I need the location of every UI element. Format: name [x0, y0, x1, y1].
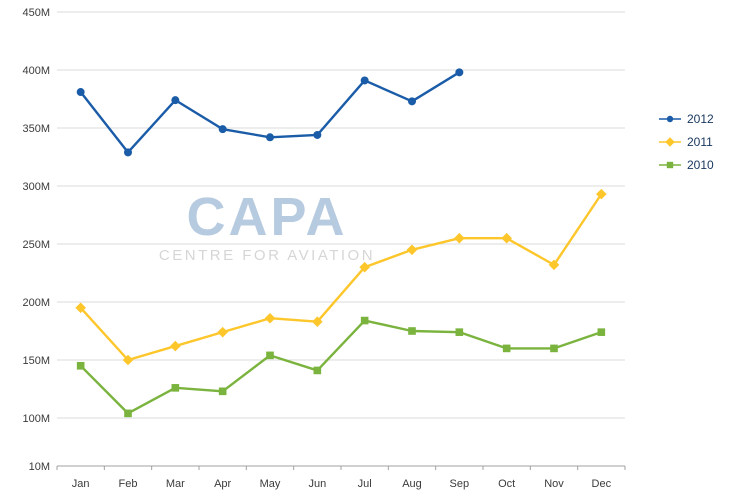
- marker-square: [597, 328, 606, 336]
- legend: 2012 2011 2010: [658, 112, 714, 172]
- watermark-subtitle: CENTRE FOR AVIATION: [158, 247, 376, 264]
- x-axis-label: Oct: [498, 478, 515, 490]
- marker-diamond: [122, 354, 134, 366]
- marker-square: [266, 351, 274, 360]
- legend-marker: [659, 161, 681, 169]
- marker-circle: [455, 68, 464, 77]
- marker-circle: [408, 97, 416, 106]
- marker-circle: [124, 148, 132, 157]
- marker-square: [455, 328, 464, 336]
- marker-diamond: [264, 312, 276, 324]
- legend-label: 2010: [687, 158, 714, 172]
- legend-marker: [659, 137, 681, 147]
- y-axis-label: 100M: [22, 413, 50, 425]
- x-axis-label: Sep: [450, 478, 470, 490]
- series-2011: [75, 188, 607, 366]
- series-line: [79, 192, 603, 362]
- marker-diamond: [312, 316, 323, 328]
- marker-square: [218, 387, 227, 396]
- marker-square: [502, 344, 511, 353]
- marker-square: [171, 384, 180, 392]
- marker-diamond: [454, 232, 465, 244]
- marker-square: [313, 366, 322, 375]
- y-axis-label: 450M: [22, 7, 50, 19]
- y-axis-label: 200M: [22, 297, 50, 309]
- x-axis-label: Feb: [119, 478, 138, 490]
- x-axis-label: Jul: [358, 478, 372, 490]
- y-axis-label: 10M: [29, 461, 50, 473]
- y-axis-label: 300M: [22, 181, 50, 193]
- legend-label: 2012: [687, 112, 714, 126]
- series-2010: [76, 316, 606, 418]
- marker-diamond: [359, 261, 370, 273]
- marker-circle: [313, 130, 322, 139]
- x-axis-label: Jun: [308, 478, 326, 490]
- marker-square: [360, 316, 369, 325]
- y-axis-label: 350M: [22, 123, 50, 135]
- marker-square: [666, 161, 674, 169]
- marker-diamond: [596, 188, 607, 200]
- x-axis-label: Aug: [402, 478, 422, 490]
- legend-item-2010: 2010: [658, 158, 714, 172]
- y-axis-label: 250M: [22, 239, 50, 251]
- marker-diamond: [217, 326, 228, 338]
- marker-diamond: [75, 302, 86, 314]
- marker-diamond: [170, 340, 181, 352]
- x-axis-label: May: [260, 478, 281, 490]
- watermark-title: CAPA: [186, 187, 348, 247]
- series-2012: [76, 68, 464, 157]
- marker-circle: [266, 133, 274, 142]
- legend-item-2011: 2011: [658, 135, 714, 149]
- marker-diamond: [406, 244, 418, 256]
- marker-circle: [76, 88, 85, 97]
- y-axis-label: 400M: [22, 65, 50, 77]
- marker-square: [550, 344, 558, 353]
- y-axis-label: 150M: [22, 355, 50, 367]
- x-axis-label: Jan: [72, 478, 90, 490]
- marker-diamond: [501, 232, 512, 244]
- marker-square: [408, 327, 416, 335]
- x-axis-label: Apr: [214, 478, 231, 490]
- marker-circle: [666, 115, 674, 123]
- x-axis-label: Nov: [544, 478, 564, 490]
- marker-diamond: [548, 259, 560, 271]
- marker-square: [76, 362, 85, 370]
- x-axis-label: Dec: [592, 478, 612, 490]
- marker-circle: [218, 125, 227, 134]
- marker-circle: [171, 96, 180, 105]
- legend-label: 2011: [687, 135, 713, 149]
- marker-square: [124, 409, 132, 418]
- marker-diamond: [665, 137, 675, 147]
- legend-item-2012: 2012: [658, 112, 714, 126]
- x-axis-label: Mar: [166, 478, 185, 490]
- watermark: CAPA CENTRE FOR AVIATION: [158, 190, 376, 264]
- series-line: [79, 319, 603, 415]
- marker-circle: [360, 76, 369, 85]
- legend-marker: [659, 115, 681, 123]
